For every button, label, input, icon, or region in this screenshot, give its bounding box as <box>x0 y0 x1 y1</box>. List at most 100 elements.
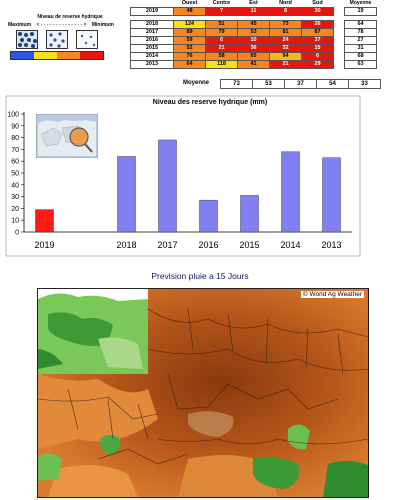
table-cell: 76 <box>173 52 206 61</box>
table-cell: 7 <box>205 7 238 16</box>
reserve-bar-chart: 0 10 20 30 40 50 60 70 80 90 100 2019 2018 2017 2016 20… <box>5 95 361 257</box>
x-tick-label: 2017 <box>157 240 177 250</box>
row-average: 31 <box>344 44 377 53</box>
col-header: Ouest <box>181 0 198 6</box>
row-year: 2014 <box>130 52 174 61</box>
map-credit: © World Ag Weather <box>300 291 364 298</box>
row-year: 2019 <box>130 7 174 16</box>
table-cell: 81 <box>269 28 302 37</box>
table-cell: 51 <box>205 20 238 29</box>
table-cell: 65 <box>237 52 270 61</box>
bar-2019 <box>35 209 54 233</box>
table-row: 2014 76 58 65 94 6 68 <box>130 52 377 61</box>
x-tick-label: 2013 <box>321 240 341 250</box>
row-year: 2015 <box>130 44 174 53</box>
legend-color-bar <box>10 51 104 60</box>
table-cell: 24 <box>269 36 302 45</box>
moyenne-value: 37 <box>284 79 317 89</box>
table-cell: 124 <box>173 20 206 29</box>
table-cell: 41 <box>237 60 270 69</box>
table-cell: 94 <box>269 52 302 61</box>
table-cell: 11 <box>237 7 270 16</box>
moyenne-value: 53 <box>252 79 285 89</box>
legend-maximum-label: Maximum <box>8 22 32 28</box>
texture-sparse-icon <box>76 30 98 49</box>
chart-title: Niveau des reserve hydrique (mm) <box>152 99 268 106</box>
legend-color-orange <box>57 52 80 59</box>
table-cell: 30 <box>301 7 334 16</box>
rain-forecast-map-image <box>38 289 368 497</box>
table-row: 2013 64 118 41 21 29 63 <box>130 60 377 69</box>
y-tick-label: 0 <box>15 230 19 237</box>
reserve-table: Ouest Centre Est Nord Sud Moyenne 2019 48… <box>130 0 377 69</box>
bar-2013 <box>322 157 341 233</box>
table-cell: 36 <box>237 44 270 53</box>
bar-2015 <box>240 195 259 233</box>
chart-bars <box>35 139 341 233</box>
x-tick-label: 2016 <box>198 240 218 250</box>
table-cell: 29 <box>301 60 334 69</box>
chart-ticks: 0 10 20 30 40 50 60 70 80 90 100 2019 2018 2017 2016 20… <box>7 112 341 251</box>
legend-color-blue <box>11 52 34 59</box>
row-year: 2018 <box>130 20 174 29</box>
table-cell: 87 <box>301 28 334 37</box>
table-header-row: Ouest Centre Est Nord Sud Moyenne <box>130 0 377 8</box>
col-header-avg: Moyenne <box>344 0 377 8</box>
x-tick-label: 2014 <box>280 240 300 250</box>
table-cell: 21 <box>205 44 238 53</box>
y-tick-label: 90 <box>11 123 19 130</box>
legend-color-yellow <box>34 52 57 59</box>
table-cell: 59 <box>173 36 206 45</box>
legend-color-red <box>80 52 103 59</box>
table-cell: 26 <box>301 20 334 29</box>
row-year: 2013 <box>130 60 174 69</box>
moyenne-value: 54 <box>316 79 349 89</box>
chart-frame <box>5 95 361 257</box>
table-row: 2016 59 6 10 24 37 27 <box>130 36 377 45</box>
table-cell: 15 <box>301 44 334 53</box>
map-title: Prevision pluie a 15 Jours <box>151 271 249 281</box>
moyenne-label: Moyenne <box>183 80 210 86</box>
row-average: 78 <box>344 28 377 37</box>
x-tick-label: 2019 <box>34 240 54 250</box>
row-average: 64 <box>344 20 377 29</box>
table-cell: 48 <box>173 7 206 16</box>
y-tick-label: 40 <box>11 182 19 189</box>
legend-title: Niveau de reserve hydrique <box>37 14 103 20</box>
bar-2014 <box>281 151 300 233</box>
bar-2016 <box>199 199 218 233</box>
rain-forecast-map: © World Ag Weather <box>37 288 369 498</box>
x-tick-label: 2015 <box>239 240 259 250</box>
table-row: 2017 89 79 53 81 87 78 <box>130 28 377 37</box>
table-cell: 8 <box>269 7 302 16</box>
table-cell: 73 <box>269 20 302 29</box>
y-tick-label: 80 <box>11 135 19 142</box>
table-cell: 53 <box>237 28 270 37</box>
table-row: 2019 48 7 11 8 30 19 <box>130 7 377 16</box>
moyenne-value: 33 <box>348 79 381 89</box>
row-average: 19 <box>344 7 377 16</box>
y-tick-label: 20 <box>11 206 19 213</box>
row-average: 63 <box>344 60 377 69</box>
col-header: Nord <box>279 0 292 6</box>
texture-medium-icon <box>46 30 68 49</box>
table-row: 2015 52 21 36 32 15 31 <box>130 44 377 53</box>
table-cell: 89 <box>173 28 206 37</box>
table-cell: 64 <box>173 60 206 69</box>
y-tick-label: 60 <box>11 159 19 166</box>
col-header: Sud <box>312 0 323 6</box>
moyenne-row: 73 53 37 54 33 <box>220 79 381 89</box>
table-cell: 6 <box>301 52 334 61</box>
table-cell: 118 <box>205 60 238 69</box>
table-cell: 10 <box>237 36 270 45</box>
table-cell: 52 <box>173 44 206 53</box>
y-tick-label: 70 <box>11 147 19 154</box>
legend-scale: Maximum < - - - - - - - - - - - - - - > … <box>8 22 114 28</box>
table-row: 2018 124 51 45 73 26 64 <box>130 20 377 29</box>
row-year: 2016 <box>130 36 174 45</box>
row-year: 2017 <box>130 28 174 37</box>
table-cell: 32 <box>269 44 302 53</box>
row-average: 68 <box>344 52 377 61</box>
bar-2017 <box>158 139 177 233</box>
y-tick-label: 50 <box>11 171 19 178</box>
